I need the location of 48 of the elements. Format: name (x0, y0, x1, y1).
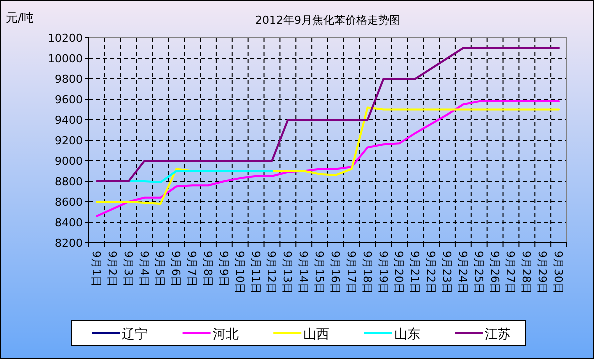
y-tick-label: 8400 (55, 216, 83, 230)
x-tick-label: 9月20日 (392, 251, 406, 294)
x-tick-label: 9月13日 (281, 251, 294, 294)
x-tick-label: 9月7日 (186, 251, 199, 287)
chart-title: 2012年9月焦化苯价格走势图 (256, 14, 400, 27)
y-tick-label: 9000 (55, 155, 83, 168)
x-tick-label: 9月2日 (106, 251, 119, 287)
x-tick-label: 9月16日 (328, 251, 342, 294)
y-tick-label: 9600 (55, 94, 83, 106)
legend-label: 山西 (304, 328, 330, 342)
x-tick-label: 9月10日 (233, 251, 246, 294)
x-tick-label: 9月4日 (138, 251, 151, 287)
x-tick-label: 9月3日 (122, 251, 135, 287)
x-tick-label: 9月18日 (360, 251, 374, 294)
y-tick-label: 10000 (48, 52, 83, 66)
x-tick-label: 9月12日 (265, 251, 278, 294)
y-tick-label: 8800 (55, 176, 83, 188)
y-tick-label: 9400 (55, 114, 83, 127)
y-tick-label: 8200 (55, 237, 83, 250)
x-tick-label: 9月9日 (217, 251, 230, 287)
x-tick-label: 9月23日 (440, 251, 454, 294)
legend-label: 河北 (212, 328, 239, 342)
y-tick-label: 8600 (55, 196, 83, 209)
x-tick-label: 9月21日 (408, 251, 422, 294)
x-tick-label: 9月8日 (202, 251, 214, 287)
x-tick-label: 9月24日 (456, 251, 470, 294)
x-tick-label: 9月30日 (552, 251, 566, 294)
x-tick-label: 9月11日 (249, 251, 262, 294)
legend-label: 江苏 (485, 328, 512, 342)
x-tick-label: 9月1日 (90, 251, 103, 287)
x-tick-label: 9月19日 (376, 251, 390, 294)
x-tick-label: 9月5日 (154, 251, 167, 287)
y-tick-label: 9800 (55, 73, 83, 86)
y-tick-label: 10200 (48, 32, 83, 45)
y-axis-title: 元/吨 (6, 11, 34, 25)
x-tick-label: 9月27日 (504, 251, 518, 294)
legend-label: 山东 (394, 328, 420, 342)
x-tick-label: 9月17日 (344, 251, 358, 294)
x-tick-label: 9月6日 (170, 251, 183, 287)
x-tick-label: 9月15日 (313, 251, 326, 294)
y-tick-label: 9200 (55, 134, 83, 148)
x-tick-label: 9月28日 (520, 251, 534, 294)
legend-label: 辽宁 (122, 326, 148, 342)
x-tick-label: 9月29日 (536, 251, 550, 294)
x-tick-label: 9月26日 (488, 251, 502, 294)
x-tick-label: 9月14日 (297, 251, 310, 294)
x-tick-label: 9月22日 (424, 251, 438, 294)
x-tick-label: 9月25日 (472, 251, 486, 294)
